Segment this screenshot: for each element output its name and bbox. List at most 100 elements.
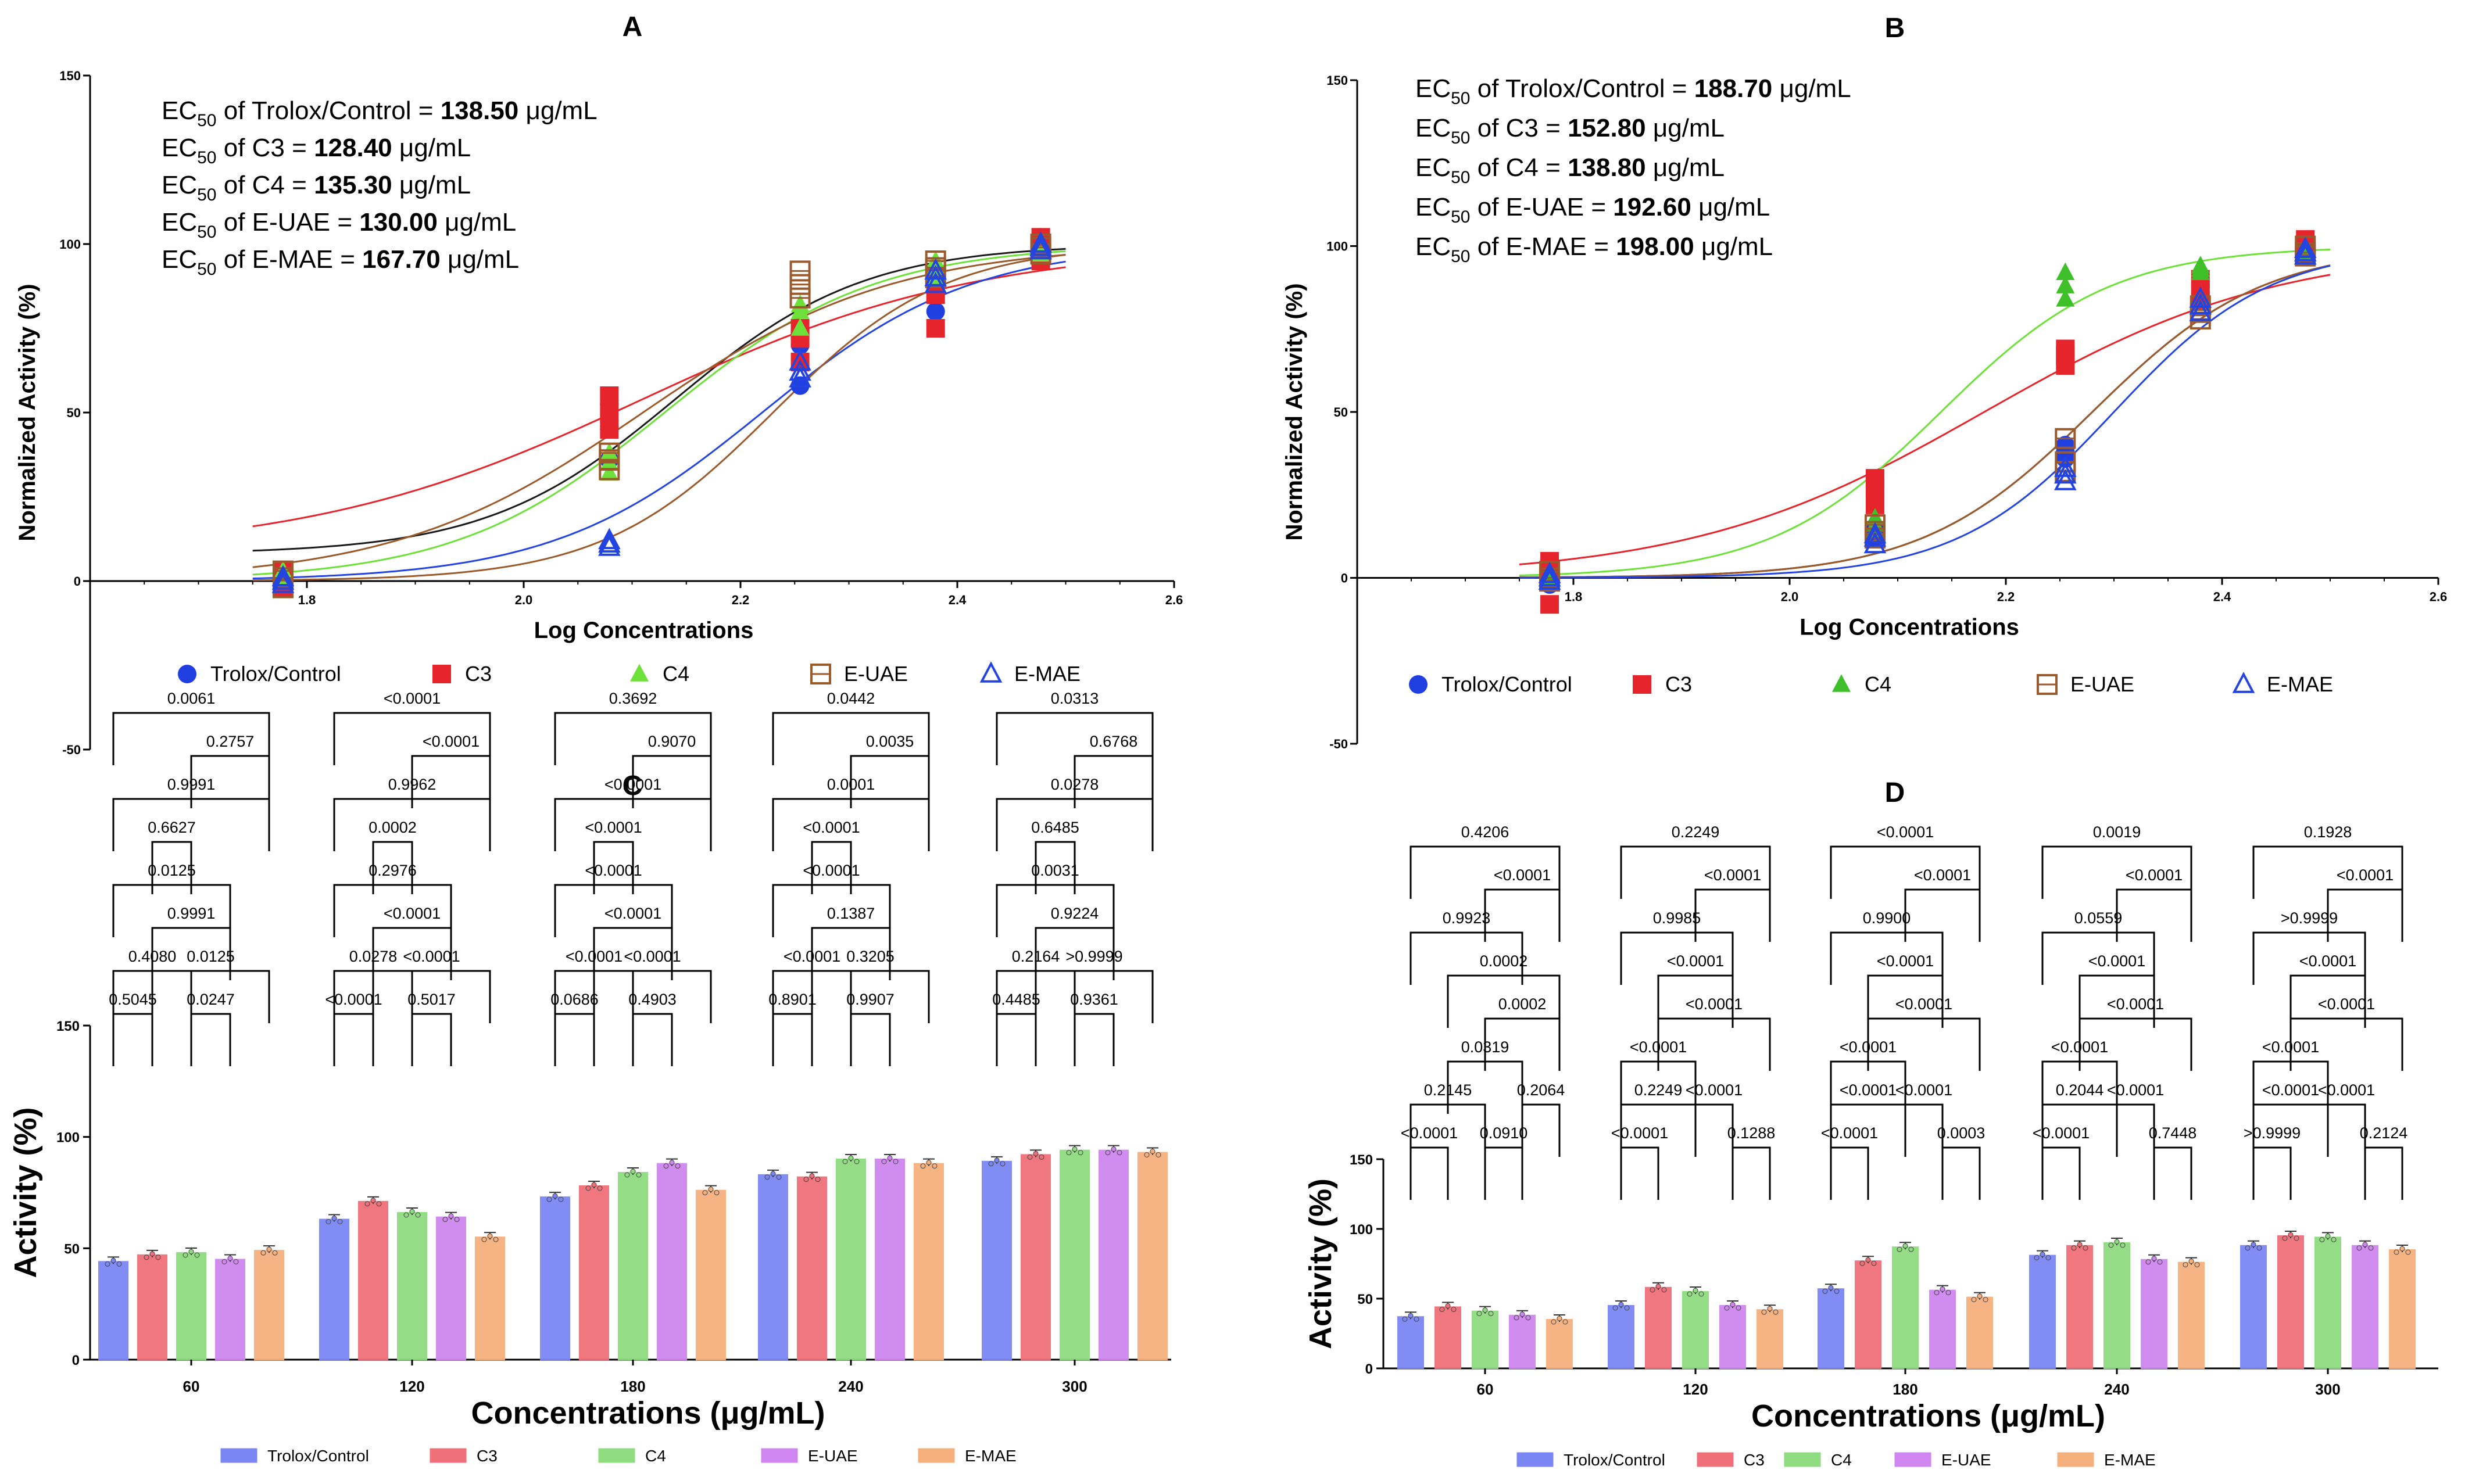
legend-swatch bbox=[761, 1448, 798, 1463]
panel-b-scatter: B -50 0 50 100 150 1.8 2.0 2.2 2.4 2.6 Log Concentr… bbox=[1282, 13, 2447, 751]
replicate-dot bbox=[1945, 1290, 1951, 1296]
significance-bracket bbox=[1620, 1146, 1659, 1200]
replicate-dot bbox=[183, 1252, 188, 1258]
replicate-dot bbox=[1655, 1284, 1661, 1289]
y-tick-label: 150 bbox=[1326, 73, 1348, 88]
ec50-line: EC50 of E-MAE = 167.70 μg/mL bbox=[162, 245, 519, 279]
ec50-prefix: EC bbox=[1415, 153, 1451, 182]
p-value-label: 0.9985 bbox=[1653, 909, 1701, 927]
y-tick-label: 150 bbox=[56, 1019, 80, 1034]
p-value-label: 0.0247 bbox=[187, 991, 235, 1008]
replicate-dot bbox=[1414, 1316, 1419, 1322]
x-tick-label: 2.6 bbox=[2430, 590, 2448, 604]
data-point-e-mae bbox=[598, 528, 621, 550]
x-tick-label: 1.8 bbox=[1565, 590, 1583, 604]
p-value-label: <0.0001 bbox=[1704, 866, 1761, 884]
ec50-prefix: EC bbox=[1415, 114, 1451, 142]
p-value-label: <0.0001 bbox=[1401, 1124, 1458, 1142]
ec50-prefix: EC bbox=[162, 208, 197, 236]
replicate-dot bbox=[110, 1257, 116, 1263]
p-value-label: <0.0001 bbox=[2033, 1124, 2090, 1142]
ec50-of: of bbox=[1471, 232, 1506, 261]
fit-curve-e-mae bbox=[1519, 264, 2331, 579]
significance-bracket bbox=[1867, 974, 1944, 1028]
replicate-dot bbox=[2145, 1259, 2151, 1265]
p-value-label: 0.2064 bbox=[1517, 1081, 1565, 1099]
replicate-dot bbox=[708, 1187, 714, 1192]
legend-label: C4 bbox=[645, 1447, 666, 1465]
data-point-e-mae bbox=[2294, 240, 2317, 261]
legend-label: C3 bbox=[465, 662, 492, 686]
panel-d-bars: D 0 50 100 150 60 120 180 240 300 <0.0001 0.0910 0.2… bbox=[1303, 777, 2438, 1469]
significance-bracket bbox=[2041, 1146, 2081, 1200]
replicate-dot bbox=[920, 1163, 926, 1169]
replicate-dot bbox=[881, 1159, 887, 1164]
ec50-subscript: 50 bbox=[1451, 89, 1470, 108]
replicate-dot bbox=[1408, 1313, 1414, 1318]
ec50-equals: = bbox=[285, 134, 314, 162]
data-point-c3 bbox=[926, 319, 945, 338]
data-point-e-mae bbox=[789, 349, 811, 371]
replicate-dot bbox=[815, 1177, 821, 1182]
ec50-value: 138.50 bbox=[441, 96, 519, 125]
significance-bracket bbox=[554, 1013, 595, 1066]
significance-bracket bbox=[2041, 845, 2192, 899]
significance-bracket bbox=[1484, 1017, 1561, 1071]
replicate-dot bbox=[770, 1171, 776, 1177]
replicate-dot bbox=[848, 1155, 854, 1161]
legend-label: E-UAE bbox=[844, 662, 908, 686]
x-axis-title: Concentrations (μg/mL) bbox=[1751, 1399, 2105, 1433]
p-value-label: <0.0001 bbox=[2107, 995, 2164, 1013]
replicate-dot bbox=[1551, 1319, 1557, 1325]
replicate-dot bbox=[487, 1233, 493, 1239]
bar-e-uae bbox=[2141, 1259, 2167, 1370]
legend-marker bbox=[1409, 675, 1428, 694]
p-value-label: 0.9907 bbox=[846, 991, 895, 1008]
replicate-dot bbox=[2325, 1233, 2331, 1239]
data-point-e-mae bbox=[1029, 231, 1052, 253]
significance-bracket bbox=[850, 755, 930, 808]
bar-trolox-control bbox=[1818, 1288, 1844, 1369]
ec50-prefix: EC bbox=[162, 96, 197, 125]
replicate-dot bbox=[116, 1261, 122, 1267]
legend-swatch bbox=[430, 1448, 467, 1463]
data-point-e-mae bbox=[1863, 525, 1887, 547]
ec50-of: of bbox=[217, 208, 252, 236]
p-value-label: 0.3692 bbox=[609, 690, 657, 707]
ec50-unit: μg/mL bbox=[1646, 153, 1725, 182]
legend-marker bbox=[979, 661, 1003, 683]
p-value-label: <0.0001 bbox=[2088, 952, 2145, 970]
replicate-dot bbox=[842, 1159, 848, 1164]
legend-swatch bbox=[2057, 1452, 2094, 1467]
replicate-dot bbox=[1111, 1146, 1117, 1152]
p-value-label: <0.0001 bbox=[2337, 866, 2394, 884]
replicate-dot bbox=[227, 1256, 233, 1261]
y-tick-label: 0 bbox=[74, 574, 81, 589]
x-tick-label: 2.6 bbox=[1165, 593, 1183, 607]
p-value-label: <0.0001 bbox=[1895, 1081, 1952, 1099]
replicate-dot bbox=[887, 1155, 893, 1161]
ec50-name: E-MAE bbox=[1506, 232, 1587, 261]
ec50-name: E-UAE bbox=[1506, 193, 1584, 221]
ec50-name: Trolox/Control bbox=[1505, 74, 1665, 103]
bar-c3 bbox=[1021, 1154, 1051, 1361]
replicate-dot bbox=[624, 1172, 630, 1178]
data-point-e-mae bbox=[789, 366, 811, 388]
significance-bracket bbox=[2041, 931, 2155, 985]
legend-swatch bbox=[1894, 1452, 1931, 1467]
p-value-label: 0.3205 bbox=[846, 948, 895, 965]
x-axis-title: Concentrations (μg/mL) bbox=[471, 1396, 825, 1431]
replicate-dot bbox=[2188, 1259, 2194, 1264]
ec50-line: EC50 of E-UAE = 130.00 μg/mL bbox=[162, 208, 516, 242]
bar-e-mae bbox=[696, 1189, 726, 1361]
data-point-e-uae bbox=[789, 260, 811, 282]
ec50-line: EC50 of C4 = 135.30 μg/mL bbox=[162, 171, 471, 205]
significance-bracket bbox=[1904, 888, 1981, 942]
significance-bracket bbox=[1620, 931, 1734, 985]
data-point-e-mae bbox=[2189, 299, 2212, 321]
p-value-label: 0.4485 bbox=[992, 991, 1040, 1008]
p-value-label: 0.7448 bbox=[2149, 1124, 2197, 1142]
significance-bracket bbox=[1830, 931, 1944, 985]
p-value-label: 0.0559 bbox=[2074, 909, 2123, 927]
legend-marker bbox=[2232, 672, 2255, 693]
